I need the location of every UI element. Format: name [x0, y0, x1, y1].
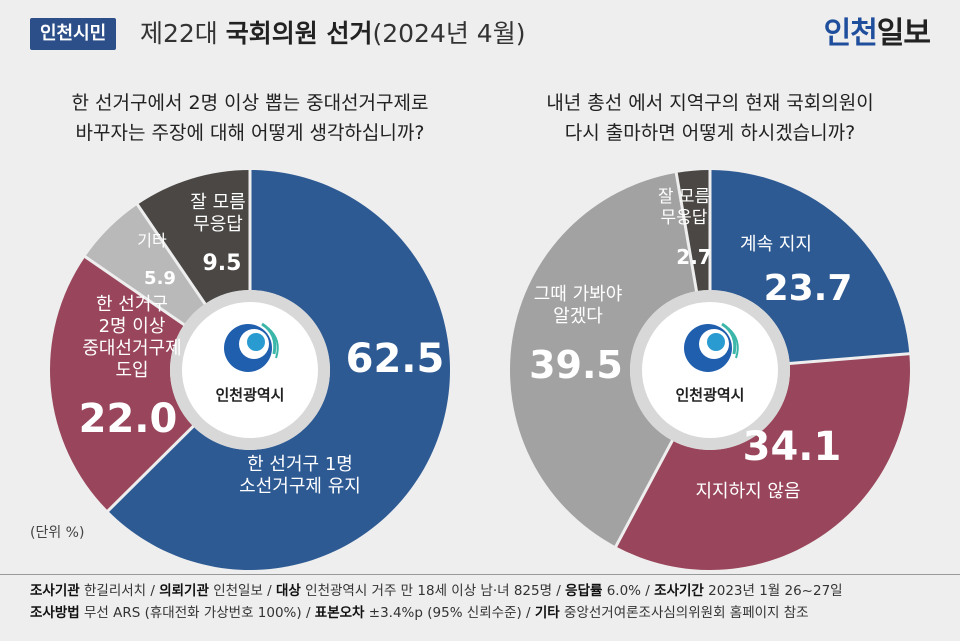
slice-value: 22.0: [79, 396, 178, 442]
slice-label: 소선거구제 유지: [239, 476, 361, 497]
slice-value: 62.5: [346, 336, 445, 382]
footer-key: 조사방법: [30, 605, 80, 621]
question-line: 다시 출마하면 어떻게 하시겠습니까?: [564, 122, 856, 144]
pie-slice: [509, 172, 697, 547]
pie-slice: [49, 256, 194, 511]
footer-value: 중앙선거여론조사심의위원회 홈페이지 참조: [559, 605, 809, 621]
slice-value: 2.7: [676, 245, 711, 269]
slice-value: 39.5: [529, 343, 623, 387]
incheon-emblem-icon: [224, 322, 279, 372]
slice-value: 34.1: [743, 424, 842, 470]
slice-label: 잘 모름: [658, 187, 710, 207]
slice-separator: [135, 202, 208, 307]
pie-slice: [676, 170, 710, 292]
footer-key: 의뢰기관: [159, 583, 209, 599]
slice-separator: [674, 171, 699, 294]
footer-value: 2023년 1월 26~27일: [703, 583, 843, 599]
footer-key: 표본오차: [314, 605, 365, 621]
slice-separator: [787, 352, 911, 366]
footer-line-2: 조사방법 무선 ARS (휴대전화 가상번호 100%) / 표본오차 ±3.4…: [30, 603, 809, 623]
logo-main: 인천: [823, 16, 878, 51]
question-line: 한 선거구에서 2명 이상 뽑는 중대선거구제로: [71, 92, 429, 114]
publisher-logo: 인천일보: [823, 16, 931, 52]
pie-slice: [137, 170, 250, 304]
slice-label: 무응답: [661, 208, 708, 228]
slice-label: 한 선거구: [96, 294, 168, 315]
footer-value: 인천일보 /: [208, 583, 277, 599]
footer-value: ±3.4%p (95% 신뢰수준) /: [364, 605, 535, 621]
slice-label: 지지하지 않음: [695, 481, 800, 502]
unit-note: (단위 %): [30, 525, 85, 541]
slice-value: 23.7: [764, 268, 853, 309]
footer-line-1: 조사기관 한길리서치 / 의뢰기관 인천일보 / 대상 인천광역시 거주 만 1…: [30, 581, 843, 601]
footer-key: 조사기간: [654, 583, 704, 599]
title-suffix: (2024년 4월): [372, 19, 526, 48]
pie-slice: [85, 204, 205, 325]
footer-value: 무선 ARS (휴대전화 가상번호 100%) /: [79, 605, 315, 621]
incheon-emblem-icon: [684, 322, 739, 372]
page-title: 제22대 국회의원 선거(2024년 4월): [140, 18, 525, 50]
title-prefix: 제22대: [140, 19, 226, 48]
center-logo-text: 인천광역시: [215, 386, 284, 404]
slice-label: 중대선거구제: [82, 338, 181, 359]
slice-value: 9.5: [203, 251, 242, 276]
slice-separator: [614, 438, 675, 549]
center-logo-text: 인천광역시: [675, 386, 744, 404]
pie-slice: [710, 170, 910, 364]
footer-value: 한길리서치 /: [79, 583, 160, 599]
slice-label: 도입: [115, 360, 148, 381]
slice-label: 무응답: [193, 214, 243, 235]
pie-slice: [615, 353, 910, 570]
footer-value: 인천광역시 거주 만 18세 이상 남·녀 825명 /: [300, 583, 566, 599]
title-bold: 국회의원 선거: [225, 19, 373, 48]
footer-key: 기타: [534, 605, 560, 621]
footer-key: 조사기관: [30, 583, 80, 599]
slice-label: 그때 가봐야: [534, 284, 623, 305]
slice-label: 한 선거구 1명: [247, 454, 353, 475]
question-line: 바꾸자는 주장에 대해 어떻게 생각하십니까?: [75, 122, 425, 144]
question-line: 내년 총선 에서 지역구의 현재 국회의원이: [546, 92, 874, 114]
slice-label: 계속 지지: [740, 234, 812, 255]
slice-label: 잘 모름: [190, 192, 245, 213]
slice-label: 기타: [137, 231, 167, 250]
header: 인천시민 제22대 국회의원 선거(2024년 4월) 인천일보: [30, 16, 931, 58]
header-badge: 인천시민: [30, 18, 117, 50]
footer-key: 응답률: [565, 583, 603, 599]
footer-value: 6.0% /: [602, 583, 655, 599]
slice-label: 2명 이상: [99, 316, 166, 337]
pie-slice: [108, 170, 451, 570]
slice-separator: [106, 423, 196, 513]
slice-label: 알겠다: [553, 306, 603, 327]
slice-separator: [83, 254, 187, 328]
slice-value: 5.9: [144, 268, 176, 289]
footer-key: 대상: [276, 583, 301, 599]
footer: 조사기관 한길리서치 / 의뢰기관 인천일보 / 대상 인천광역시 거주 만 1…: [0, 574, 960, 641]
logo-sub: 일보: [876, 16, 931, 51]
